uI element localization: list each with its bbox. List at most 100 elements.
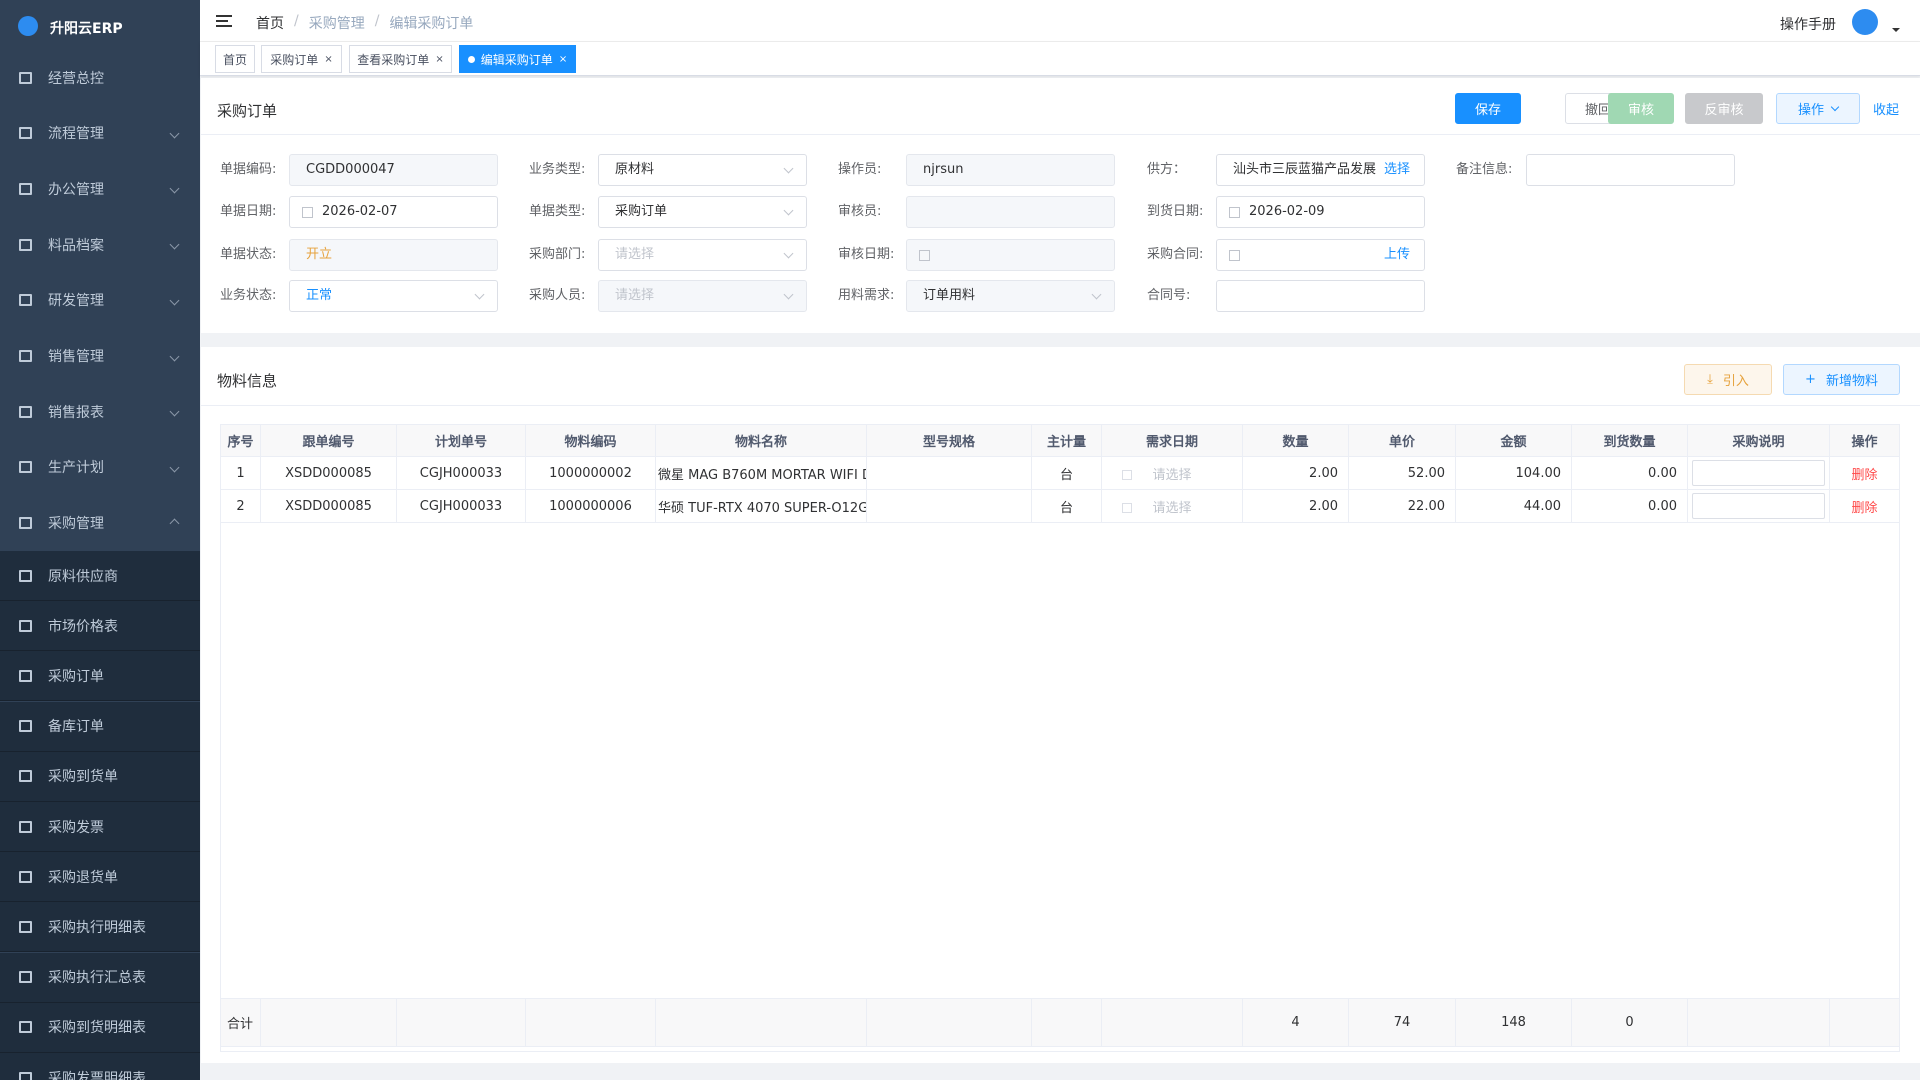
button[interactable]: 收起 bbox=[1866, 93, 1906, 124]
menu-icon bbox=[19, 770, 32, 783]
button[interactable]: + 新增物料 bbox=[1783, 364, 1900, 395]
field-input[interactable] bbox=[906, 239, 1115, 271]
button[interactable]: 保存 bbox=[1455, 93, 1521, 124]
cell-text: 2.00 bbox=[1309, 498, 1338, 514]
calendar-icon bbox=[1122, 470, 1133, 480]
field-label: 单据日期: bbox=[220, 204, 277, 219]
field-input[interactable]: 2026-02-07 bbox=[289, 196, 498, 228]
manual-link[interactable]: 操作手册 bbox=[1780, 17, 1836, 33]
button[interactable]: 审核 bbox=[1608, 93, 1674, 124]
menu-label: 料品档案 bbox=[48, 237, 104, 254]
separator: / bbox=[374, 13, 380, 29]
tab-label: 采购订单 bbox=[270, 52, 319, 67]
menu-item[interactable]: 采购管理 bbox=[0, 496, 200, 551]
cell-text: XSDD000085 bbox=[285, 498, 372, 514]
total-cell bbox=[1101, 998, 1243, 1047]
table-cell bbox=[1687, 489, 1830, 523]
remark-input[interactable] bbox=[1692, 460, 1825, 486]
divider bbox=[201, 405, 1920, 406]
submenu-item[interactable]: 采购发票 bbox=[0, 802, 200, 852]
field-input[interactable]: 订单用料 bbox=[906, 280, 1115, 312]
field-input[interactable]: 正常 bbox=[289, 280, 498, 312]
button[interactable]: ⤓ 引入 bbox=[1684, 364, 1772, 395]
tab-close[interactable]: × bbox=[435, 53, 444, 65]
menu-icon bbox=[19, 669, 32, 682]
tab-close[interactable]: × bbox=[558, 53, 568, 65]
cell-text: 52.00 bbox=[1407, 465, 1445, 481]
menu-item[interactable]: 研发管理 bbox=[0, 273, 200, 328]
tab[interactable]: 编辑采购订单 × bbox=[459, 45, 576, 73]
breadcrumb-item[interactable]: 首页 bbox=[256, 16, 284, 32]
menu-label: 研发管理 bbox=[48, 293, 104, 310]
table-cell: 台 bbox=[1031, 489, 1102, 523]
field-input[interactable] bbox=[1216, 280, 1425, 312]
submenu-item[interactable]: 备库订单 bbox=[0, 701, 200, 752]
delete-link[interactable]: 删除 bbox=[1851, 500, 1878, 516]
menu-label: 采购管理 bbox=[48, 516, 104, 533]
menu-item[interactable]: 办公管理 bbox=[0, 161, 200, 216]
tab[interactable]: 查看采购订单 × bbox=[349, 45, 452, 73]
menu-item[interactable]: 销售管理 bbox=[0, 329, 200, 384]
field-input[interactable]: 汕头市三辰蓝猫产品发展 选择 bbox=[1216, 154, 1425, 186]
menu-label: 流程管理 bbox=[48, 126, 104, 143]
total-cell: 74 bbox=[1348, 998, 1456, 1047]
menu-label: 销售报表 bbox=[48, 404, 104, 421]
field-input[interactable]: 上传 bbox=[1216, 239, 1425, 271]
spacer bbox=[220, 522, 1900, 999]
submenu-item[interactable]: 采购到货单 bbox=[0, 751, 200, 802]
table-cell bbox=[1687, 456, 1830, 490]
field-input[interactable]: 2026-02-09 bbox=[1216, 196, 1425, 228]
table-cell: 请选择 bbox=[1101, 456, 1243, 490]
submenu-item[interactable]: 采购发票明细表 bbox=[0, 1053, 200, 1080]
menu-item[interactable]: 销售报表 bbox=[0, 384, 200, 439]
date-placeholder[interactable]: 请选择 bbox=[1152, 467, 1192, 483]
field-input[interactable] bbox=[906, 196, 1115, 228]
button[interactable]: 反审核 bbox=[1685, 93, 1763, 124]
field-input[interactable]: 请选择 bbox=[598, 239, 807, 271]
tab[interactable]: 采购订单 × bbox=[261, 45, 342, 73]
avatar[interactable] bbox=[1852, 9, 1878, 35]
menu-item[interactable]: 生产计划 bbox=[0, 440, 200, 495]
submenu-item[interactable]: 采购订单 bbox=[0, 651, 200, 702]
tab-label: 首页 bbox=[222, 52, 247, 67]
total-text: 合计 bbox=[227, 1017, 254, 1032]
field-value: 采购订单 bbox=[615, 204, 668, 219]
submenu-item[interactable]: 采购到货明细表 bbox=[0, 1002, 200, 1053]
menu-label: 采购执行汇总表 bbox=[48, 970, 146, 987]
menu-item[interactable]: 流程管理 bbox=[0, 106, 200, 161]
total-cell bbox=[1031, 998, 1102, 1047]
date-placeholder[interactable]: 请选择 bbox=[1152, 500, 1192, 516]
button[interactable]: 操作 bbox=[1776, 93, 1860, 124]
hamburger[interactable] bbox=[216, 15, 232, 27]
breadcrumb-item: 编辑采购订单 bbox=[389, 16, 474, 32]
submenu-item[interactable]: 市场价格表 bbox=[0, 601, 200, 652]
field-input[interactable]: CGDD000047 bbox=[289, 154, 498, 186]
delete-link[interactable]: 删除 bbox=[1851, 467, 1878, 483]
remark-input[interactable] bbox=[1692, 493, 1825, 519]
menu-item[interactable]: 料品档案 bbox=[0, 217, 200, 272]
field-input[interactable]: njrsun bbox=[906, 154, 1115, 186]
submenu-item[interactable]: 采购执行汇总表 bbox=[0, 952, 200, 1003]
field-input[interactable]: 开立 bbox=[289, 239, 498, 271]
field-input[interactable]: 原材料 bbox=[598, 154, 807, 186]
tab-close[interactable]: × bbox=[324, 53, 333, 65]
field-input[interactable]: 请选择 bbox=[598, 280, 807, 312]
field-link[interactable]: 上传 bbox=[1379, 240, 1410, 270]
field-link[interactable]: 选择 bbox=[1379, 155, 1410, 185]
table-cell: 0.00 bbox=[1571, 489, 1688, 523]
field-input[interactable] bbox=[1526, 154, 1735, 186]
menu-item[interactable]: 经营总控 bbox=[0, 50, 200, 105]
button-label: 反审核 bbox=[1704, 103, 1744, 118]
field-value: 原材料 bbox=[615, 162, 655, 177]
total-cell: 4 bbox=[1242, 998, 1349, 1047]
field-input[interactable]: 采购订单 bbox=[598, 196, 807, 228]
tab[interactable]: 首页 bbox=[215, 45, 255, 73]
submenu-item[interactable]: 采购退货单 bbox=[0, 852, 200, 903]
submenu-item[interactable]: 原料供应商 bbox=[0, 551, 200, 601]
avatar-caret[interactable] bbox=[1892, 28, 1900, 36]
menu-icon bbox=[19, 920, 32, 933]
total-row: 合计 4 74 148 0 bbox=[220, 998, 1900, 1047]
submenu-item[interactable]: 采购执行明细表 bbox=[0, 902, 200, 953]
menu-label: 采购到货明细表 bbox=[48, 1020, 146, 1037]
table-cell: XSDD000085 bbox=[260, 456, 397, 490]
